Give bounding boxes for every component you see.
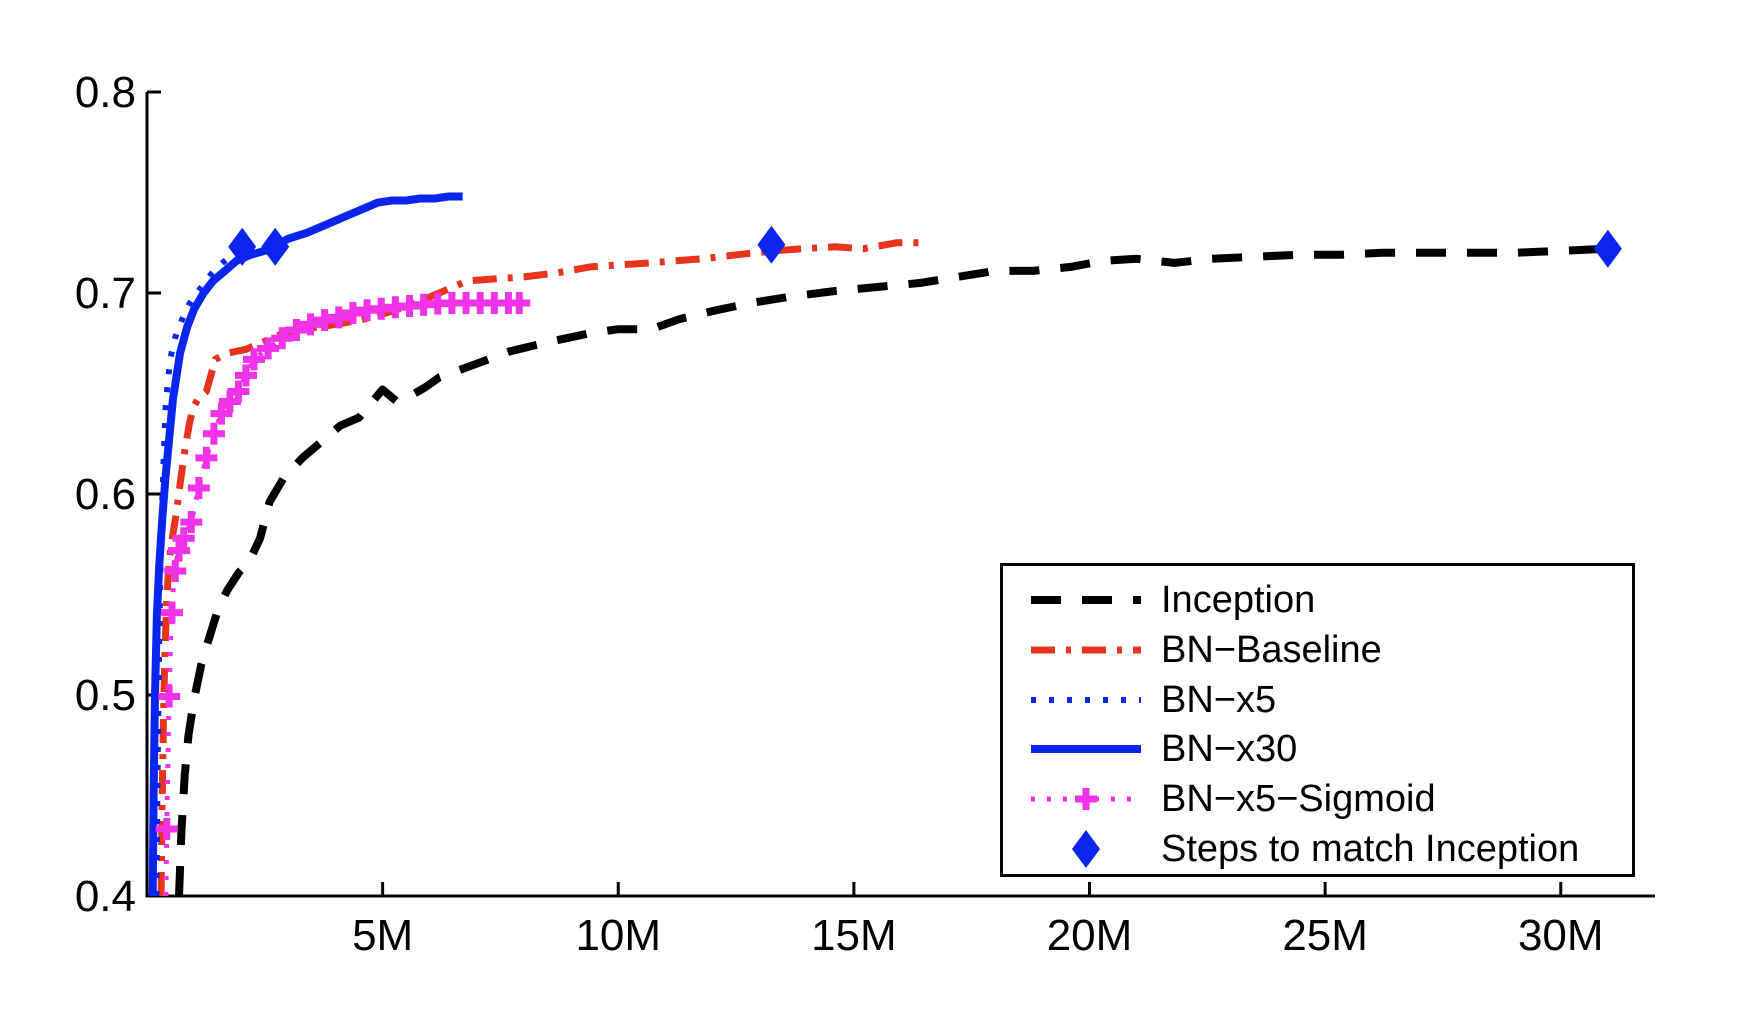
match-diamond-marker <box>1593 229 1622 268</box>
bn-x5-sigmoid-curve <box>163 300 520 897</box>
axes <box>145 90 1655 898</box>
sigmoid-plus-marker <box>285 318 308 341</box>
sigmoid-plus-marker <box>168 539 191 562</box>
series-bn-baseline <box>157 239 920 897</box>
sigmoid-plus-marker <box>180 511 203 534</box>
sigmoid-plus-marker <box>227 380 250 403</box>
match-diamond-marker <box>757 225 786 264</box>
legend-entry-bn-x5: BN−x5 <box>1003 675 1632 725</box>
legend-label-bn-x5-sigmoid: BN−x5−Sigmoid <box>1161 778 1436 821</box>
series-bn-x5-sigmoid <box>155 292 531 897</box>
legend-label-inception: Inception <box>1161 578 1316 621</box>
series-bn-x5 <box>153 246 246 897</box>
match-diamond-marker <box>228 227 257 266</box>
bn-x5-curve <box>153 246 246 897</box>
sigmoid-plus-marker <box>158 685 181 708</box>
legend-swatch-bn-baseline <box>1031 646 1141 654</box>
sigmoid-plus-marker <box>210 402 233 425</box>
legend-plus-icon <box>1075 788 1097 811</box>
sigmoid-plus-marker <box>257 337 280 360</box>
y-tick-label: 0.4 <box>75 872 136 921</box>
legend-label-steps-match: Steps to match Inception <box>1161 828 1580 871</box>
series-bn-x30 <box>148 192 463 897</box>
series-inception <box>175 244 1609 897</box>
y-tick-label: 0.6 <box>75 470 136 519</box>
legend-swatch-bn-x5-sigmoid <box>1031 788 1141 811</box>
sigmoid-plus-marker <box>202 422 225 445</box>
sigmoid-plus-marker <box>271 327 294 350</box>
y-tick-label: 0.5 <box>75 671 136 720</box>
legend-label-bn-x5: BN−x5 <box>1161 678 1277 721</box>
legend-label-bn-x30: BN−x30 <box>1161 728 1298 771</box>
y-tick-label: 0.7 <box>75 269 136 318</box>
sigmoid-plus-marker <box>164 560 187 583</box>
sigmoid-plus-marker <box>327 306 350 329</box>
x-tick-label: 25M <box>1282 911 1368 960</box>
sigmoid-plus-marker <box>508 292 531 315</box>
sigmoid-plus-marker <box>299 313 322 336</box>
sigmoid-plus-marker <box>195 446 218 469</box>
x-tick-label: 20M <box>1047 911 1133 960</box>
legend-entry-bn-baseline: BN−Baseline <box>1003 625 1632 675</box>
bn-x30-curve <box>148 192 463 897</box>
sigmoid-plus-marker <box>242 348 265 371</box>
legend-label-bn-baseline: BN−Baseline <box>1161 628 1382 671</box>
legend-swatch-bn-x30 <box>1031 745 1141 754</box>
legend-box: Inception BN−Baseline BN−x5 BN−x30 BN−x5−Sig… <box>1000 563 1635 877</box>
x-tick-label: 15M <box>811 911 897 960</box>
sigmoid-plus-marker <box>172 527 195 550</box>
bn-baseline-curve <box>157 239 920 897</box>
inception-curve <box>175 244 1609 897</box>
sigmoid-plus-marker <box>160 601 183 624</box>
legend-swatch-bn-x5 <box>1031 696 1141 703</box>
legend-entry-steps-match: Steps to match Inception <box>1003 824 1632 874</box>
y-tick-label: 0.8 <box>75 68 136 117</box>
x-tick-label: 10M <box>575 911 661 960</box>
match-diamond-marker <box>261 227 290 266</box>
legend-swatch-inception <box>1031 595 1141 604</box>
series-steps-match <box>228 225 1622 268</box>
legend-entry-bn-x30: BN−x30 <box>1003 724 1632 774</box>
legend-swatch-steps-match <box>1072 830 1100 869</box>
legend-diamond-icon <box>1072 830 1100 869</box>
x-tick-label: 30M <box>1518 911 1604 960</box>
legend-entry-bn-x5-sigmoid: BN−x5−Sigmoid <box>1003 774 1632 824</box>
x-tick-label: 5M <box>352 911 413 960</box>
legend-entry-inception: Inception <box>1003 575 1632 625</box>
sigmoid-plus-marker <box>155 818 178 840</box>
sigmoid-plus-marker <box>234 364 257 387</box>
sigmoid-plus-marker <box>187 476 210 499</box>
